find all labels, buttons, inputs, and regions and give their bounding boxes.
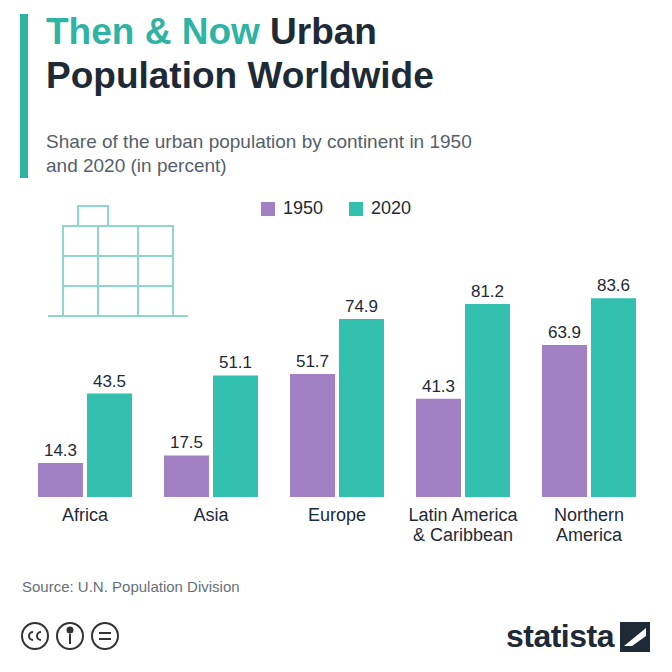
svg-text:63.9: 63.9 [548,323,581,342]
html-text:Source: U.N. Population Divisi: Source: U.N. Population Division [22,578,240,595]
svg-text:83.6: 83.6 [597,276,630,295]
html-text:1950: 1950 [283,198,323,218]
svg-text:51.1: 51.1 [219,353,252,372]
html-text:2020: 2020 [371,198,411,218]
svg-text:17.5: 17.5 [170,433,203,452]
html-text:Share of the urban population: Share of the urban population by contine… [46,131,472,176]
svg-text:14.3: 14.3 [44,441,77,460]
html-text:Then & Now Urban Population Wo: Then & Now Urban Population Worldwide [46,11,434,96]
svg-text:Asia: Asia [193,505,229,525]
svg-text:43.5: 43.5 [93,372,126,391]
svg-text:NorthernAmerica: NorthernAmerica [554,505,624,545]
svg-text:41.3: 41.3 [422,377,455,396]
svg-text:Europe: Europe [308,505,366,525]
svg-text:51.7: 51.7 [296,352,329,371]
svg-text:Latin America& Caribbean: Latin America& Caribbean [408,505,518,545]
svg-text:81.2: 81.2 [471,282,504,301]
html-text:statista: statista [506,618,614,654]
svg-text:74.9: 74.9 [345,297,378,316]
svg-text:Africa: Africa [62,505,109,525]
